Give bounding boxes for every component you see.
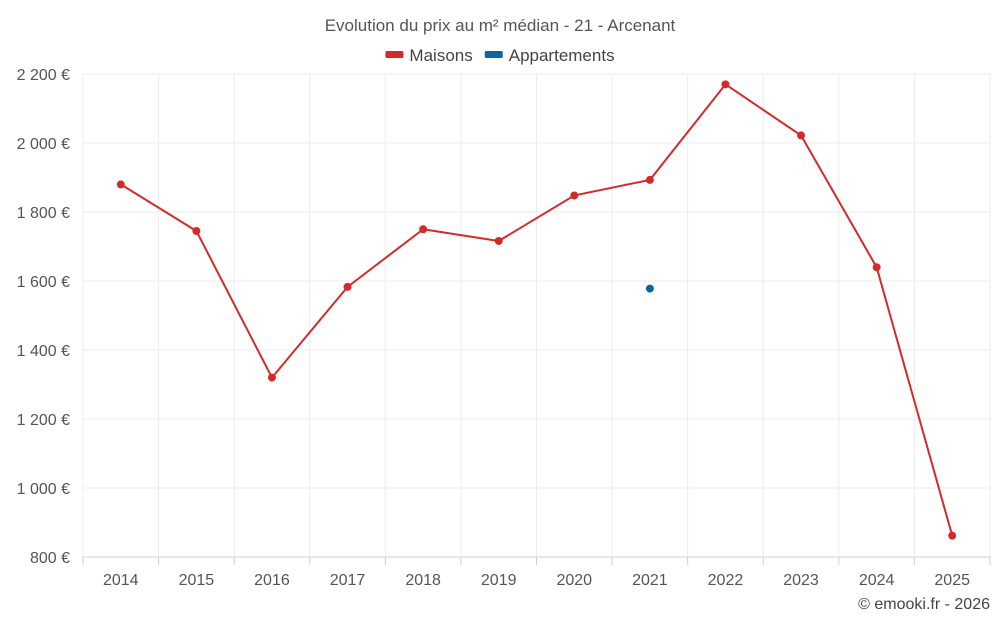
x-tick-label: 2025 bbox=[934, 572, 970, 589]
data-point[interactable] bbox=[948, 531, 957, 540]
legend-label[interactable]: Maisons bbox=[409, 46, 472, 65]
y-tick-label: 1 600 € bbox=[17, 274, 70, 291]
x-tick-label: 2018 bbox=[405, 572, 441, 589]
legend-swatch[interactable] bbox=[385, 51, 404, 58]
data-point[interactable] bbox=[721, 80, 730, 89]
y-tick-label: 2 200 € bbox=[17, 67, 70, 84]
y-tick-label: 1 400 € bbox=[17, 343, 70, 360]
x-axis: 2014 2015 2016 2017 2018 2019 2020 2021 2022 2023… bbox=[82, 557, 991, 589]
series-maisons bbox=[116, 80, 957, 540]
data-point[interactable] bbox=[343, 282, 352, 291]
data-point[interactable] bbox=[872, 263, 881, 272]
y-tick-label: 1 200 € bbox=[17, 412, 70, 429]
x-tick-label: 2024 bbox=[859, 572, 895, 589]
data-point[interactable] bbox=[116, 180, 125, 189]
series-layer bbox=[116, 80, 957, 540]
data-point[interactable] bbox=[645, 284, 654, 293]
legend: Maisons Appartements bbox=[385, 46, 615, 65]
x-tick-label: 2014 bbox=[103, 572, 139, 589]
data-point[interactable] bbox=[419, 225, 428, 234]
data-point[interactable] bbox=[494, 236, 503, 245]
data-point[interactable] bbox=[570, 191, 579, 200]
y-tick-label: 2 000 € bbox=[17, 136, 70, 153]
data-point[interactable] bbox=[645, 175, 654, 184]
y-tick-label: 1 000 € bbox=[17, 481, 70, 498]
legend-swatch[interactable] bbox=[484, 51, 503, 58]
data-point[interactable] bbox=[192, 226, 201, 235]
grid bbox=[82, 73, 991, 558]
y-tick-label: 800 € bbox=[30, 550, 70, 567]
x-tick-label: 2015 bbox=[179, 572, 215, 589]
chart-title: Evolution du prix au m² médian - 21 - Ar… bbox=[325, 16, 676, 35]
legend-label[interactable]: Appartements bbox=[509, 46, 615, 65]
y-tick-label: 1 800 € bbox=[17, 205, 70, 222]
x-tick-label: 2016 bbox=[254, 572, 290, 589]
data-point[interactable] bbox=[797, 131, 806, 140]
x-tick-label: 2019 bbox=[481, 572, 517, 589]
credit: © emooki.fr - 2026 bbox=[858, 596, 990, 613]
y-axis: 800 € 1 000 € 1 200 € 1 400 € 1 600 € 1 800 €… bbox=[17, 67, 70, 567]
x-tick-label: 2023 bbox=[783, 572, 819, 589]
x-tick-label: 2021 bbox=[632, 572, 668, 589]
series-line bbox=[120, 83, 954, 536]
x-tick-label: 2017 bbox=[330, 572, 366, 589]
data-point[interactable] bbox=[267, 373, 276, 382]
series-appartements bbox=[645, 284, 654, 293]
x-tick-label: 2022 bbox=[708, 572, 744, 589]
x-tick-label: 2020 bbox=[556, 572, 592, 589]
